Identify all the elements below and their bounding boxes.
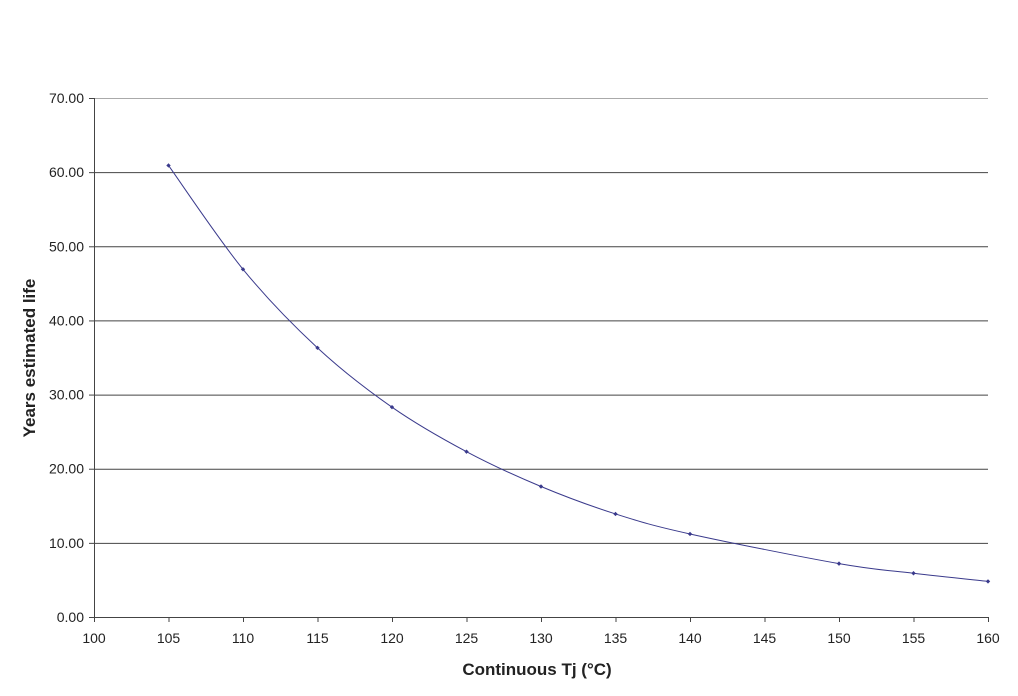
data-point-marker — [240, 267, 246, 272]
data-point-marker — [985, 579, 991, 584]
data-point-marker — [315, 345, 320, 351]
x-tick-label: 145 — [753, 630, 777, 646]
data-point-marker — [687, 531, 693, 537]
x-tick-label: 115 — [306, 630, 329, 646]
x-tick-label: 150 — [827, 630, 851, 646]
y-tick-label: 70.00 — [49, 90, 84, 106]
y-tick-label: 20.00 — [49, 461, 84, 477]
y-axis-title: Years estimated life — [20, 279, 39, 438]
x-tick-label: 130 — [529, 630, 553, 646]
x-axis-title: Continuous Tj (°C) — [462, 660, 611, 679]
x-tick-label: 105 — [157, 630, 181, 646]
gridlines — [94, 98, 988, 544]
data-point-marker — [538, 484, 544, 489]
x-tick-label: 125 — [455, 630, 479, 646]
data-point-marker — [911, 571, 916, 576]
axes — [94, 98, 988, 618]
x-tick-label: 160 — [976, 630, 1000, 646]
data-point-marker — [613, 511, 618, 517]
x-tick-label: 120 — [380, 630, 404, 646]
x-axis-ticks: 100 105 110 115 120 125 130 135 140 145 150 155 160 — [82, 617, 1000, 646]
y-axis-ticks: 0.00 10.00 20.00 30.00 40.00 50.00 60.00 70.00 — [49, 90, 94, 625]
y-tick-label: 60.00 — [49, 164, 84, 180]
y-tick-label: 0.00 — [57, 609, 84, 625]
data-point-marker — [166, 163, 171, 168]
data-point-marker — [836, 561, 842, 566]
x-tick-label: 110 — [232, 630, 255, 646]
y-tick-label: 10.00 — [49, 535, 84, 551]
y-tick-label: 40.00 — [49, 312, 84, 328]
data-markers — [166, 163, 991, 584]
y-tick-label: 30.00 — [49, 387, 84, 403]
x-tick-label: 135 — [604, 630, 628, 646]
x-tick-label: 140 — [678, 630, 702, 646]
life-curve — [168, 165, 989, 582]
x-tick-label: 100 — [82, 630, 106, 646]
y-tick-label: 50.00 — [49, 238, 84, 254]
x-tick-label: 155 — [902, 630, 926, 646]
data-point-marker — [389, 404, 395, 410]
data-point-marker — [464, 449, 469, 454]
